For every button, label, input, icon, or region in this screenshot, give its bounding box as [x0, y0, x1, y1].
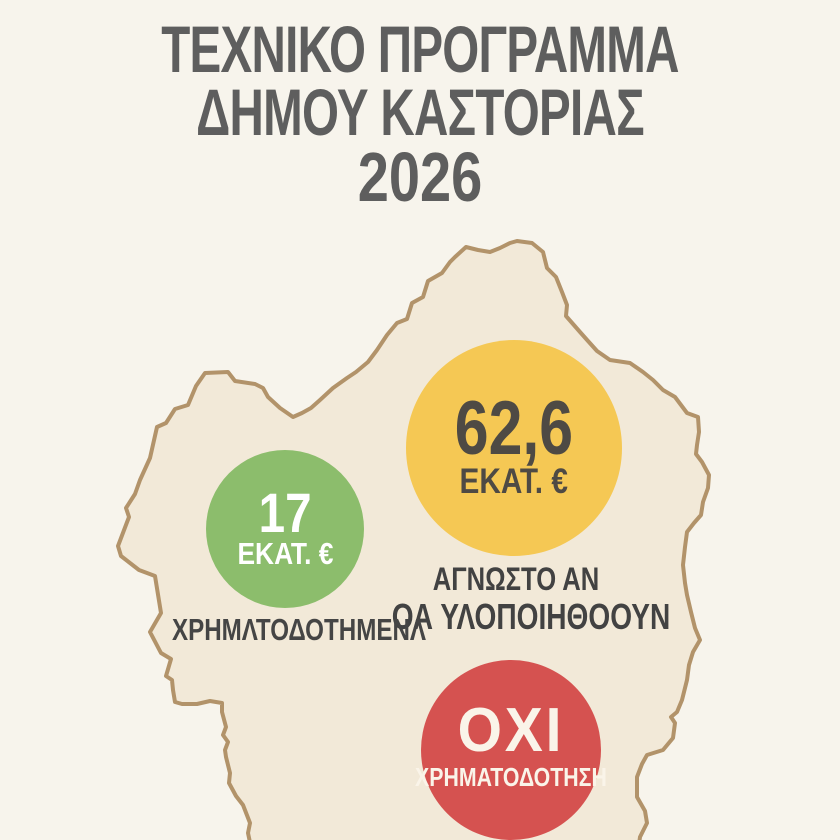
title-year: 2026 — [357, 138, 483, 216]
unknown-bubble: 62,6 ΕΚΑΤ. € — [406, 340, 622, 556]
unknown-caption-line2: ΟΑ ΥΛΟΠΟΙΗΘΟΟΥΝ — [391, 596, 671, 637]
funded-value: 17 — [258, 481, 312, 544]
funded-bubble: 17 ΕΚΑΤ. € — [206, 450, 364, 608]
funded-unit: ΕΚΑΤ. € — [237, 536, 333, 571]
no-funding-bubble: ΟΧΙ ΧΡΗΜΑΤΟΔΟΤΗΣΗ — [415, 660, 607, 840]
unknown-value: 62,6 — [454, 386, 574, 471]
no-funding-text-group: ΟΧΙ ΧΡΗΜΑΤΟΔΟΤΗΣΗ — [394, 695, 628, 792]
page-title: ΤΕΧΝΙΚΟ ΠΡΟΓΡΑΜΜΑ ΔΗΜΟΥ ΚΑΣΤΟΡΙΑΣ 2026 — [0, 12, 840, 216]
no-funding-value: ΟΧΙ — [457, 695, 565, 765]
title-line-1: ΤΕΧΝΙΚΟ ΠΡΟΓΡΑΜΜΑ — [161, 12, 679, 86]
funded-caption: ΧΡΗΜΛΤΟΔΟΤΗΜΕΝΛ — [171, 612, 427, 647]
title-line-2: ΔΗΜΟΥ ΚΑΣΤΟΡΙΑΣ — [196, 75, 645, 149]
unknown-caption-line1: ΑΓΝΩΣΤΟ ΑΝ — [432, 561, 600, 597]
no-funding-caption: ΧΡΗΜΑΤΟΔΟΤΗΣΗ — [415, 761, 607, 792]
unknown-unit: ΕΚΑΤ. € — [459, 462, 569, 501]
